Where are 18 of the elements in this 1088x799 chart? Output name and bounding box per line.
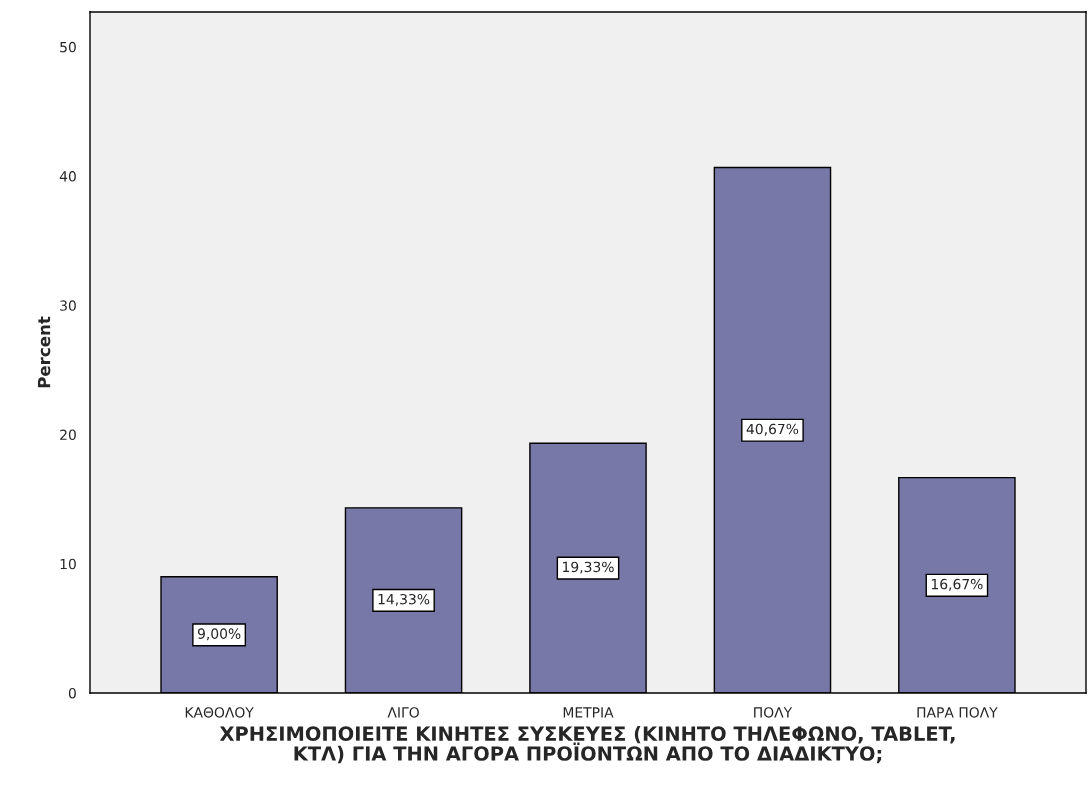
y-axis-title: Percent	[37, 316, 51, 388]
data-label: 9,00%	[197, 628, 241, 641]
x-tick-label: ΠΟΛΥ	[754, 707, 793, 718]
y-tick-label: 20	[60, 429, 76, 441]
x-tick-label: ΛΙΓΟ	[387, 707, 419, 718]
y-tick-label: 30	[60, 300, 76, 311]
x-axis-title: ΧΡΗΣΙΜΟΠΟΙΕΙΤΕ ΚΙΝΗΤΕΣ ΣΥΣΚΕΥΕΣ (ΚΙΝΗΤΟ ΤΗΛΕΦΩΝΟ, TABLET, ΚΤΛ) ΓΙΑ ΤΗΝ ΑΓΟΡΑ ΠΡΟΪΟΝΤΩΝ ΑΠΟ ΤΟ ΔΙΑΔΙΚΤΥΟ;	[219, 725, 955, 764]
y-tick-label: 10	[60, 558, 76, 570]
data-label: 40,67%	[746, 423, 799, 436]
x-tick-label: ΜΕΤΡΙΑ	[563, 707, 614, 718]
data-label: 16,67%	[931, 578, 983, 591]
x-tick-label: ΠΑΡΑ ΠΟΛΥ	[917, 707, 998, 718]
y-tick-label: 50	[60, 41, 76, 53]
data-label: 14,33%	[378, 593, 430, 606]
y-tick-label: 0	[68, 687, 76, 699]
x-tick-label: ΚΑΘΟΛΟΥ	[185, 707, 254, 718]
data-label: 19,33%	[563, 561, 614, 574]
y-tick-label: 40	[59, 171, 76, 182]
